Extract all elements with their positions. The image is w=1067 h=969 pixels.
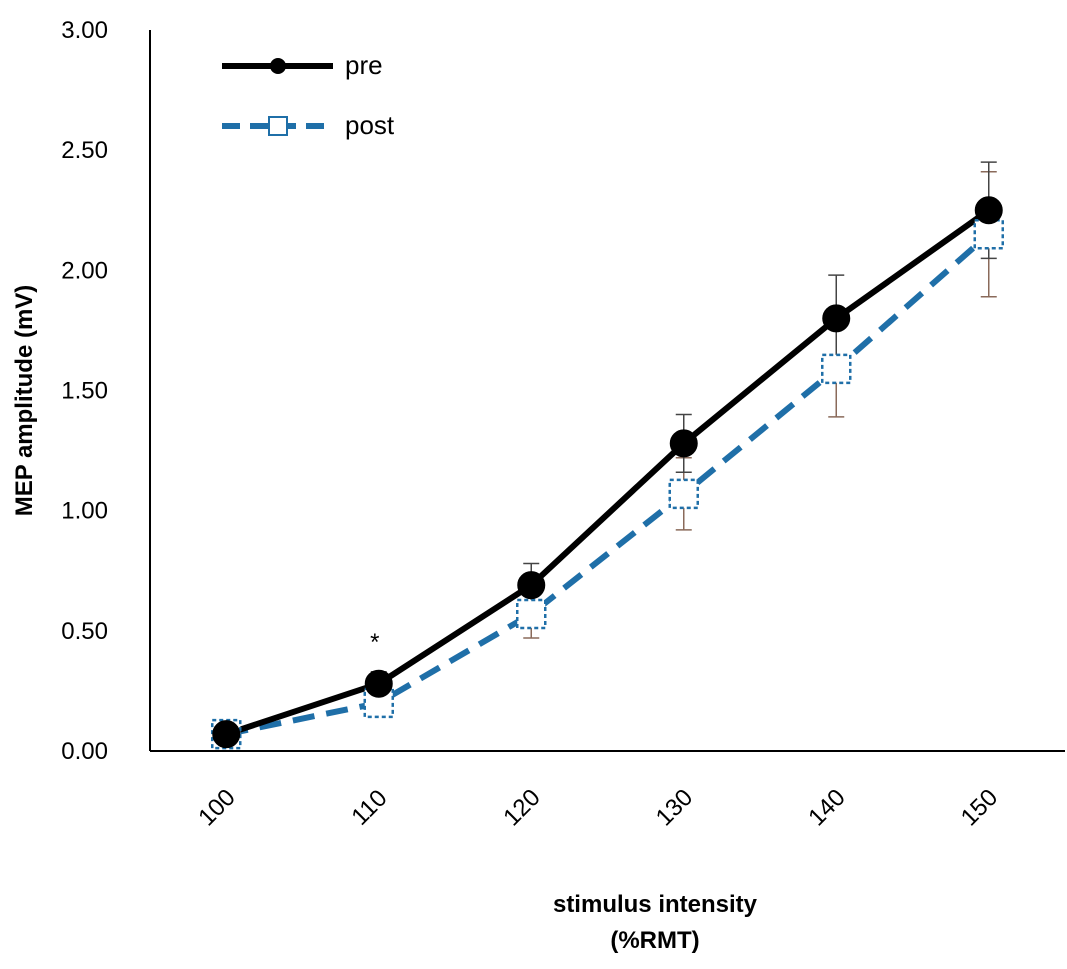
legend-label-post: post <box>345 110 395 140</box>
y-axis-title: MEP amplitude (mV) <box>11 285 38 517</box>
data-point-pre <box>669 429 698 458</box>
y-tick-label: 2.50 <box>61 137 108 164</box>
y-tick-label: 0.50 <box>61 618 108 645</box>
x-tick-label: 140 <box>803 784 850 831</box>
y-tick-label: 1.50 <box>61 378 108 405</box>
x-tick-label: 120 <box>498 784 545 831</box>
data-point-post <box>668 478 699 510</box>
y-tick-label: 3.00 <box>61 17 108 44</box>
annotations: * <box>370 629 379 656</box>
x-axis-title-line: (%RMT) <box>610 927 699 954</box>
legend-label-pre: pre <box>345 50 383 80</box>
x-tick-label: 100 <box>193 784 240 831</box>
y-tick-label: 2.00 <box>61 257 108 284</box>
data-point-pre <box>822 304 851 333</box>
x-tick-label: 150 <box>956 784 1003 831</box>
data-point-post <box>516 598 547 630</box>
x-tick-label: 110 <box>346 785 392 831</box>
series-line-pre <box>225 207 991 738</box>
data-point-post <box>821 353 852 385</box>
markers <box>211 196 1004 750</box>
y-tick-label: 1.00 <box>61 498 108 525</box>
data-point-post <box>973 219 1004 250</box>
data-point-pre <box>974 196 1003 225</box>
x-axis-title-line: stimulus intensity <box>553 891 758 918</box>
error-bars <box>218 161 997 740</box>
axes: 0.00 0.50 1.00 1.50 2.00 2.50 3.00 100 110 120 130… <box>11 17 1065 954</box>
series-line-post <box>225 232 991 738</box>
legend: pre post <box>222 50 395 140</box>
significance-marker: * <box>370 629 379 656</box>
series-lines <box>225 207 991 738</box>
data-point-pre <box>517 571 546 600</box>
x-tick-label: 130 <box>651 784 698 831</box>
data-point-pre <box>364 669 393 698</box>
legend-marker-post <box>268 116 288 136</box>
y-tick-label: 0.00 <box>61 738 108 765</box>
legend-marker-pre <box>270 58 286 74</box>
data-point-pre <box>212 720 241 749</box>
